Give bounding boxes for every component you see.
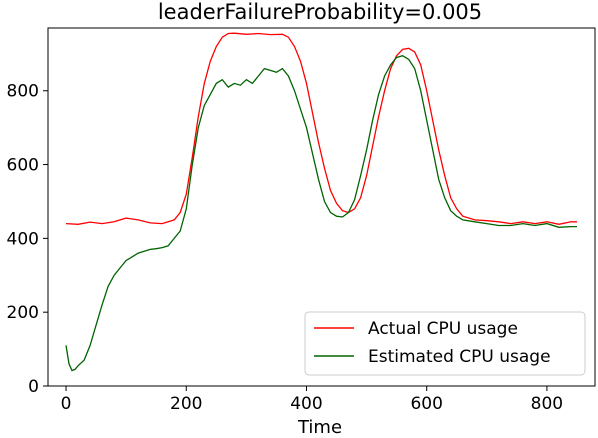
x-axis: 0 200 400 600 800: [61, 386, 563, 414]
series-line-1: [65, 32, 577, 225]
legend-box: [304, 311, 586, 376]
y-axis: 0 200 400 600 800: [7, 82, 48, 397]
legend-entries: Actual CPU usage Estimated CPU usage: [314, 319, 551, 367]
x-tick-label: 600: [410, 394, 442, 414]
x-tick-label: 0: [61, 394, 72, 414]
plot-frame: [47, 27, 596, 387]
series-line-2: [65, 54, 577, 372]
legend-label-1: Actual CPU usage: [368, 319, 518, 339]
y-tick-label: 600: [7, 156, 39, 176]
y-tick-label: 200: [7, 303, 39, 323]
series-layer: [65, 32, 577, 372]
y-tick-label: 400: [7, 229, 39, 249]
y-tick-label: 800: [7, 82, 39, 102]
legend: Actual CPU usage Estimated CPU usage: [304, 311, 586, 376]
x-tick-label: 400: [290, 394, 322, 414]
x-tick-label: 200: [170, 394, 202, 414]
chart-title: leaderFailureProbability=0.005: [158, 0, 482, 24]
y-tick-label: 0: [28, 377, 39, 397]
legend-label-2: Estimated CPU usage: [368, 347, 551, 367]
x-axis-label: Time: [297, 417, 342, 438]
x-tick-label: 800: [531, 394, 563, 414]
